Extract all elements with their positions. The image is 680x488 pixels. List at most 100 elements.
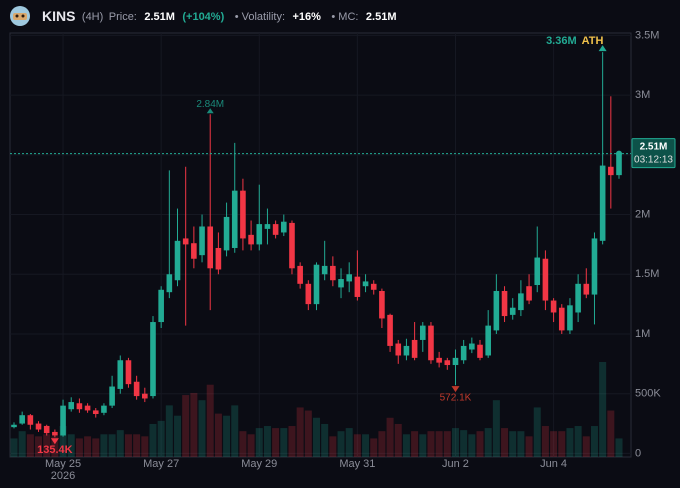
candle-body — [387, 314, 393, 346]
volume-bar — [190, 392, 198, 457]
volatility: +16% — [292, 11, 321, 23]
volume-bar — [353, 434, 361, 457]
price-tag-countdown: 03:12:13 — [634, 154, 673, 165]
price-tag — [631, 138, 676, 169]
volume-bar — [231, 405, 239, 457]
candle-body — [272, 224, 279, 235]
volume-bar — [525, 436, 533, 457]
candle-body — [215, 247, 222, 270]
volume-bar — [492, 400, 500, 457]
volume-bar — [133, 434, 141, 457]
candle-body — [289, 222, 295, 269]
volume-bar — [590, 426, 598, 457]
candle-body — [109, 386, 115, 406]
volume-bar — [206, 384, 214, 457]
x-tick-label: Jun 4 — [540, 458, 567, 470]
low-value: 135.4K — [37, 444, 73, 456]
volume-bar — [329, 436, 337, 457]
volume-bar — [272, 428, 280, 457]
low-marker — [451, 386, 460, 393]
candle-body — [558, 307, 565, 331]
volume-bar — [149, 423, 157, 457]
candle-body — [182, 238, 189, 245]
volume-bar — [615, 438, 623, 457]
volume-bar — [378, 431, 386, 457]
candle-body — [60, 405, 66, 436]
volume-bar — [574, 426, 582, 457]
candle-body — [362, 281, 369, 287]
candle-body — [346, 274, 353, 282]
x-tick-label: May 31 — [339, 458, 375, 470]
y-tick-label: 1M — [635, 328, 650, 340]
candle-body — [174, 240, 181, 281]
volume-bar — [313, 417, 320, 457]
candle-body — [591, 238, 598, 295]
volume-bar — [174, 415, 182, 457]
candle-body — [240, 190, 246, 239]
volume-bar — [501, 428, 509, 457]
candle-body — [84, 405, 91, 411]
candle-body — [150, 322, 156, 397]
y-tick-label: 2M — [635, 208, 650, 220]
candle-body — [379, 290, 385, 319]
volume-bar — [402, 434, 410, 457]
candle-body — [436, 357, 442, 363]
candle-body — [207, 226, 214, 269]
volume-bar — [541, 426, 549, 457]
candle-body — [125, 360, 132, 385]
volume-bar — [468, 434, 476, 457]
candle-body — [92, 410, 99, 415]
volume-bar — [427, 431, 435, 457]
candle-body — [231, 190, 238, 248]
candle-body — [330, 265, 336, 281]
candle-body — [158, 289, 164, 323]
candle-body — [354, 276, 361, 297]
volume-bar — [484, 428, 492, 457]
x-year-label: 2026 — [51, 470, 75, 482]
candle-body — [321, 265, 328, 275]
price-tag-value: 2.51M — [640, 141, 668, 152]
candle-body — [19, 415, 25, 424]
volume-bar — [304, 410, 312, 457]
volume-bar — [550, 431, 558, 457]
candle-body — [305, 283, 312, 305]
candle-body — [526, 286, 532, 301]
candle-body — [567, 305, 573, 331]
volume-bar — [239, 431, 247, 457]
high-value: 2.84M — [196, 99, 224, 110]
volume-bar — [386, 417, 394, 457]
volume-bar — [59, 426, 67, 457]
volume-bar — [321, 423, 329, 457]
ticker: KINS — [42, 8, 75, 24]
price-dot — [616, 150, 622, 157]
volume-bar — [533, 407, 541, 457]
volume-bar — [51, 436, 59, 457]
candle-body — [419, 325, 426, 340]
candle-body — [43, 425, 50, 434]
volume-bar — [84, 436, 92, 457]
candle-body — [493, 290, 500, 331]
candle-body — [501, 290, 508, 317]
x-tick-label: Jun 2 — [442, 458, 469, 470]
candle-body — [101, 405, 107, 413]
price: 2.51M — [144, 11, 175, 23]
candle-body — [509, 307, 516, 315]
volume-bar — [296, 407, 304, 457]
ath-value: 3.36M — [546, 35, 577, 47]
volume-bar — [198, 400, 206, 457]
volume-bar — [509, 431, 517, 457]
candle-body — [460, 345, 467, 361]
volume-bar — [165, 405, 173, 457]
volume-bar — [26, 434, 34, 457]
volume-bar — [451, 428, 459, 457]
volume-bar — [10, 438, 18, 457]
candle-body — [248, 234, 254, 245]
candle-body — [428, 325, 434, 361]
candle-body — [256, 224, 263, 245]
volume-bar — [35, 436, 43, 457]
x-tick-label: May 29 — [241, 458, 277, 470]
price-label: Price: — [109, 11, 137, 23]
candle-body — [297, 265, 303, 284]
